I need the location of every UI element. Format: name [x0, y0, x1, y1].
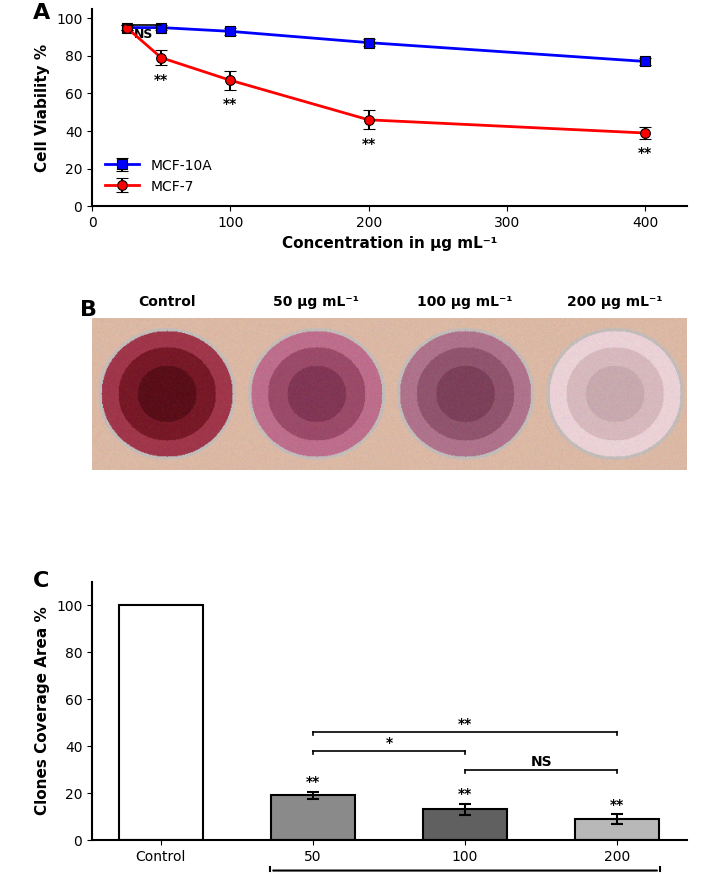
Text: **: ** — [458, 788, 472, 802]
Y-axis label: Clones Coverage Area %: Clones Coverage Area % — [35, 606, 50, 816]
Text: Control: Control — [138, 295, 195, 309]
Text: NS: NS — [530, 755, 552, 769]
Text: **: ** — [458, 718, 472, 732]
Text: C: C — [33, 571, 49, 592]
Text: **: ** — [223, 97, 237, 111]
Text: **: ** — [154, 73, 169, 87]
Text: B: B — [80, 299, 97, 319]
Text: 100 μg mL⁻¹: 100 μg mL⁻¹ — [417, 295, 513, 309]
Text: **: ** — [610, 798, 624, 812]
Y-axis label: Cell Viability %: Cell Viability % — [35, 44, 50, 172]
Text: **: ** — [362, 136, 376, 150]
X-axis label: Concentration in μg mL⁻¹: Concentration in μg mL⁻¹ — [282, 235, 497, 251]
Text: 200 μg mL⁻¹: 200 μg mL⁻¹ — [567, 295, 662, 309]
Bar — [576, 819, 659, 840]
Bar — [271, 795, 355, 840]
Bar — [423, 809, 507, 840]
Text: 50 μg mL⁻¹: 50 μg mL⁻¹ — [273, 295, 359, 309]
Text: A: A — [33, 3, 50, 23]
Text: NS: NS — [135, 28, 154, 40]
Text: **: ** — [306, 775, 320, 789]
Legend: MCF-10A, MCF-7: MCF-10A, MCF-7 — [99, 153, 217, 200]
Text: *: * — [385, 736, 392, 750]
Text: **: ** — [638, 146, 652, 160]
Bar — [119, 605, 202, 840]
